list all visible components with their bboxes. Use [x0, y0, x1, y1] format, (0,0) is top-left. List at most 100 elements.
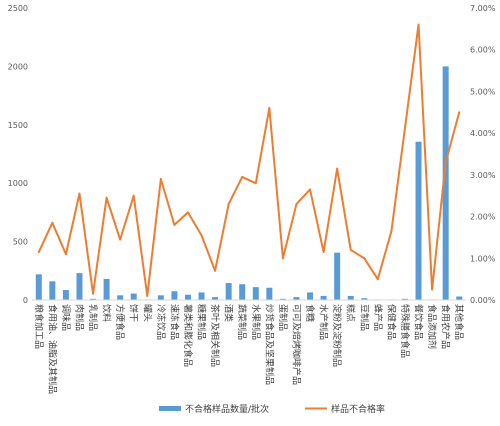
bar	[184, 294, 191, 300]
line-point	[64, 253, 67, 256]
category-label: 保健食品	[385, 304, 397, 340]
category-label: 酒类	[223, 304, 235, 322]
left-axis-tick-label: 500	[13, 238, 28, 247]
right-axis: 0.00% 1.00% 2.00% 3.00% 4.00% 5.00% 6.00% 7.00%	[470, 4, 496, 305]
bar	[334, 252, 341, 300]
bar-series	[35, 66, 463, 301]
line-point	[281, 257, 284, 260]
bar	[361, 298, 368, 300]
bar	[307, 292, 314, 300]
legend-swatch-bar	[159, 406, 181, 411]
line-point	[254, 182, 257, 185]
category-label: 饼干	[128, 304, 140, 322]
category-label: 水果制品	[250, 304, 262, 340]
bar	[130, 293, 137, 300]
bar	[252, 287, 259, 300]
bar	[49, 281, 56, 300]
category-label: 蜂产品	[372, 304, 384, 331]
bar	[157, 295, 164, 300]
bar	[415, 141, 422, 300]
line-point	[146, 294, 149, 297]
line-point	[241, 175, 244, 178]
bar	[103, 278, 110, 300]
category-label: 冷冻饮品	[155, 304, 167, 340]
line-point	[417, 23, 420, 26]
right-axis-tick-label: 6.00%	[470, 46, 496, 55]
category-label: 其他食品	[453, 304, 465, 340]
line-point	[336, 167, 339, 170]
line-point	[322, 251, 325, 254]
line-point	[159, 178, 162, 181]
category-label: 食品添加剂	[426, 304, 438, 349]
bar	[117, 295, 124, 300]
line-point	[349, 248, 352, 251]
legend-label-line: 样品不合格率	[331, 403, 385, 415]
bar	[35, 274, 42, 300]
right-axis-tick-label: 7.00%	[470, 4, 496, 13]
legend: 不合格样品数量/批次 样品不合格率	[159, 403, 385, 415]
category-label: 淀粉及淀粉制品	[331, 304, 343, 367]
bar	[347, 295, 354, 300]
line-point	[390, 230, 393, 233]
bar	[293, 297, 300, 300]
category-label: 蛋制品	[277, 304, 289, 331]
bar	[266, 287, 273, 300]
category-label: 特殊膳食食品	[399, 304, 411, 358]
bar	[320, 295, 327, 300]
right-axis-tick-label: 5.00%	[470, 87, 496, 96]
category-label: 食糖	[304, 304, 316, 322]
category-label: 糖果制品	[196, 304, 208, 340]
line-point	[458, 111, 461, 114]
category-label: 乳制品	[87, 304, 99, 331]
line-point	[214, 269, 217, 272]
line-point	[92, 292, 95, 295]
left-axis-tick-label: 1000	[8, 179, 28, 188]
line-point	[200, 234, 203, 237]
line-point	[363, 257, 366, 260]
left-axis-tick-label: 2000	[8, 62, 28, 71]
category-label: 肉制品	[73, 304, 85, 331]
left-axis-tick-label: 2500	[8, 4, 28, 13]
line-point	[227, 203, 230, 206]
left-axis-tick-label: 0	[23, 296, 28, 305]
x-axis-labels: 粮食加工品 食用油、油脂及其制品 调味品 肉制品 乳制品 饮料 方便食品 饼干 罐头 冷冻饮品 速冻…	[33, 304, 465, 394]
category-label: 豆制品	[358, 304, 370, 331]
line-point	[431, 288, 434, 291]
category-label: 茶叶及相关制品	[209, 304, 221, 367]
line-point	[132, 194, 135, 197]
bar	[442, 66, 449, 301]
right-axis-tick-label: 2.00%	[470, 213, 496, 222]
category-label: 水产制品	[318, 304, 330, 340]
category-label: 餐饮食品	[413, 304, 425, 340]
right-axis-tick-label: 0.00%	[470, 296, 496, 305]
line-point	[37, 251, 40, 254]
line-point	[444, 161, 447, 164]
bar	[198, 292, 205, 300]
line-point	[51, 221, 54, 224]
line-point	[309, 188, 312, 191]
category-label: 可可及焙烤咖啡产品	[290, 304, 302, 385]
bar	[225, 283, 232, 300]
category-label: 蔬菜制品	[236, 304, 248, 340]
line-point	[268, 107, 271, 110]
category-label: 薯类和膨化食品	[182, 304, 194, 367]
line-point	[295, 203, 298, 206]
legend-label-bar: 不合格样品数量/批次	[185, 403, 269, 415]
category-label: 食用农产品	[440, 304, 452, 349]
bar	[171, 291, 178, 300]
bar	[401, 298, 408, 300]
bar	[279, 298, 286, 300]
line-series	[37, 23, 461, 297]
bar	[76, 273, 83, 300]
line-point	[173, 223, 176, 226]
line-point	[119, 238, 122, 241]
line-point	[105, 196, 108, 199]
category-label: 炒货食品及坚果制品	[263, 304, 275, 385]
bar	[239, 284, 246, 300]
category-label: 速冻食品	[168, 304, 180, 340]
bar	[212, 297, 219, 300]
left-axis-tick-label: 1500	[8, 121, 28, 130]
line-point	[186, 211, 189, 214]
